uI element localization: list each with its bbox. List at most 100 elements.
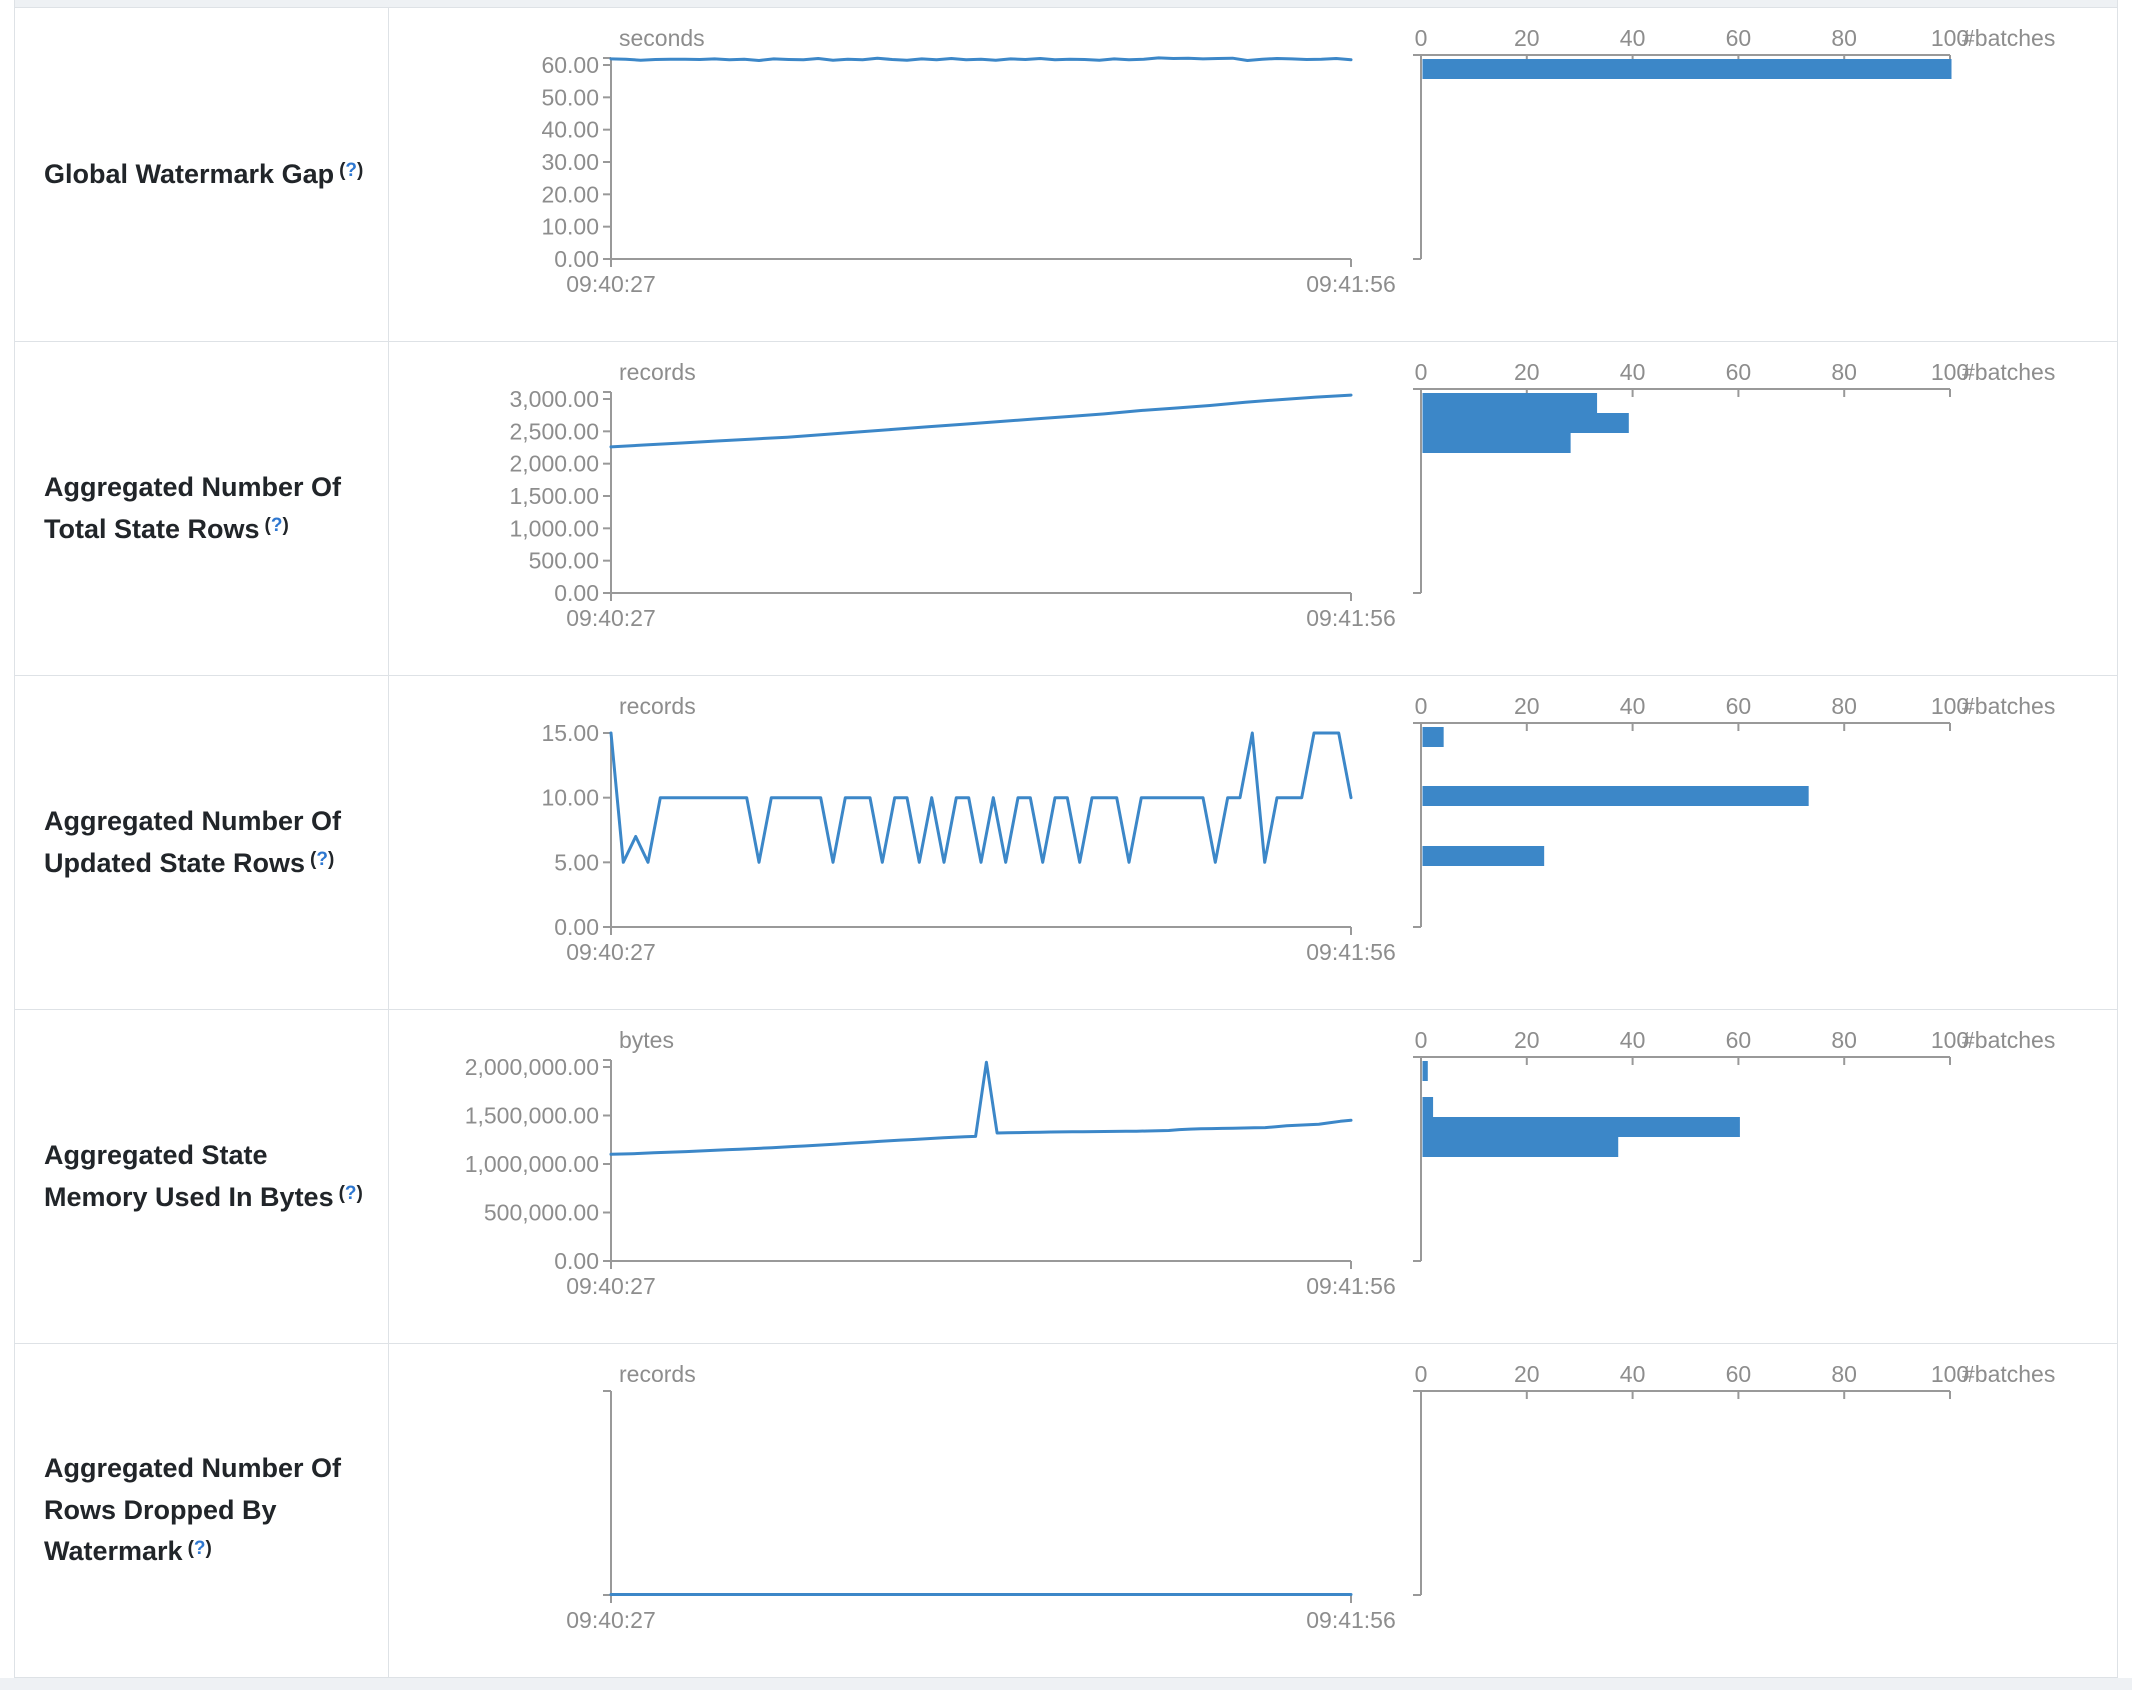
metric-row-rows-dropped-by-watermark: Aggregated Number Of Rows Dropped By Wat…	[15, 1344, 2117, 1677]
metric-row-updated-state-rows: Aggregated Number Of Updated State Rows(…	[15, 676, 2117, 1010]
timeline-and-histogram-chart: records 09:40:27 09:41:56 0 20 40 60 80 100#batc…	[566, 1361, 2055, 1633]
histogram-axis-label: #batches	[1962, 1361, 2055, 1387]
histogram-tick-label: 0	[1415, 693, 1428, 719]
histogram-tick-label: 100	[1931, 359, 1969, 385]
timeline-chart: seconds 60.00 50.00 40.00 30.00 20.00 10.00 0.0…	[541, 25, 1395, 297]
timeline-and-histogram-chart: seconds 60.00 50.00 40.00 30.00 20.00 10.00 0.0…	[541, 25, 2055, 297]
histogram-bar	[1422, 393, 1598, 413]
histogram-tick-label: 60	[1726, 1027, 1752, 1053]
histogram-tick-label: 100	[1931, 693, 1969, 719]
y-tick-label: 10.00	[541, 214, 599, 240]
metric-label-cell: Global Watermark Gap (?)	[15, 8, 389, 341]
histogram-bar	[1422, 413, 1629, 433]
histogram-tick-label: 60	[1726, 1361, 1752, 1387]
help-tooltip-link[interactable]: (?)	[339, 160, 364, 182]
metric-title: Global Watermark Gap	[44, 158, 335, 189]
timeline-data-line	[609, 56, 1353, 62]
y-tick-label: 0.00	[554, 1248, 599, 1274]
histogram-tick-label: 100	[1931, 1361, 1969, 1387]
timeline-data-line	[609, 731, 1353, 864]
histogram-tick-label: 20	[1514, 25, 1540, 51]
metric-label-cell: Aggregated State Memory Used In Bytes (?)	[15, 1010, 389, 1343]
timeline-data-line	[609, 1060, 1353, 1156]
histogram-bar	[1422, 846, 1545, 866]
histogram-tick-label: 80	[1831, 359, 1857, 385]
histogram-tick-label: 40	[1620, 1361, 1646, 1387]
x-end-time-label: 09:41:56	[1306, 1273, 1396, 1299]
histogram-bar	[1422, 1061, 1428, 1081]
y-tick-label: 2,000.00	[509, 451, 599, 477]
help-tooltip-link[interactable]: (?)	[310, 849, 335, 871]
timeline-and-histogram-chart: bytes 2,000,000.00 1,500,000.00 1,000,000.0…	[465, 1027, 2056, 1299]
histogram-tick-label: 0	[1415, 25, 1428, 51]
help-tooltip-link[interactable]: (?)	[338, 1183, 363, 1205]
charts-cell: bytes 2,000,000.00 1,500,000.00 1,000,000.0…	[389, 1010, 2117, 1343]
histogram-tick-label: 80	[1831, 25, 1857, 51]
batches-histogram: 0 20 40 60 80 100#batches	[1413, 359, 2055, 594]
histogram-tick-label: 80	[1831, 1361, 1857, 1387]
help-tooltip-link[interactable]: (?)	[187, 1538, 212, 1560]
question-mark-icon: ?	[316, 849, 328, 871]
y-tick-label: 2,000,000.00	[465, 1054, 599, 1080]
timeline-data-line	[609, 393, 1353, 449]
histogram-tick-label: 80	[1831, 1027, 1857, 1053]
statistics-table: Global Watermark Gap (?) seconds 60.00 50.0…	[14, 8, 2118, 1678]
histogram-bar	[1422, 59, 1952, 79]
timeline-chart: records 3,000.00 2,500.00 2,000.00 1,500.00 1…	[509, 359, 1395, 631]
histogram-tick-label: 20	[1514, 359, 1540, 385]
y-tick-label: 0.00	[554, 580, 599, 606]
histogram-tick-label: 0	[1415, 1361, 1428, 1387]
histogram-bar	[1422, 727, 1444, 747]
batches-histogram: 0 20 40 60 80 100#batches	[1413, 25, 2055, 260]
y-tick-label: 5.00	[554, 849, 599, 875]
histogram-tick-label: 100	[1931, 25, 1969, 51]
histogram-bar	[1422, 1097, 1434, 1117]
timeline-chart: records 09:40:27 09:41:56	[566, 1361, 1396, 1633]
histogram-tick-label: 40	[1620, 359, 1646, 385]
timeline-and-histogram-chart: records 3,000.00 2,500.00 2,000.00 1,500.00 1…	[509, 359, 2055, 631]
timeline-chart: bytes 2,000,000.00 1,500,000.00 1,000,000.0…	[465, 1027, 1396, 1299]
histogram-tick-label: 100	[1931, 1027, 1969, 1053]
y-tick-label: 0.00	[554, 246, 599, 272]
histogram-tick-label: 60	[1726, 693, 1752, 719]
histogram-tick-label: 20	[1514, 1027, 1540, 1053]
histogram-tick-label: 60	[1726, 359, 1752, 385]
x-end-time-label: 09:41:56	[1306, 939, 1396, 965]
x-start-time-label: 09:40:27	[566, 271, 656, 297]
timeline-unit-label: records	[619, 359, 696, 385]
metric-title: Aggregated Number Of Rows Dropped By Wat…	[44, 1452, 342, 1567]
question-mark-icon: ?	[193, 1538, 206, 1560]
metric-row-state-memory-used: Aggregated State Memory Used In Bytes (?)…	[15, 1010, 2117, 1344]
question-mark-icon: ?	[345, 160, 358, 182]
x-start-time-label: 09:40:27	[566, 605, 656, 631]
batches-histogram: 0 20 40 60 80 100#batches	[1413, 693, 2055, 928]
metric-label-cell: Aggregated Number Of Total State Rows (?)	[15, 342, 389, 675]
histogram-tick-label: 40	[1620, 1027, 1646, 1053]
help-tooltip-link[interactable]: (?)	[264, 515, 289, 537]
y-tick-label: 30.00	[541, 149, 599, 175]
histogram-tick-label: 60	[1726, 25, 1752, 51]
histogram-bar	[1422, 433, 1571, 453]
metric-title: Aggregated State Memory Used In Bytes	[44, 1139, 334, 1212]
y-tick-label: 1,500,000.00	[465, 1103, 599, 1129]
charts-cell: seconds 60.00 50.00 40.00 30.00 20.00 10.00 0.0…	[389, 8, 2117, 341]
x-start-time-label: 09:40:27	[566, 1273, 656, 1299]
histogram-bar	[1422, 1117, 1740, 1137]
question-mark-icon: ?	[270, 515, 283, 537]
histogram-tick-label: 40	[1620, 25, 1646, 51]
histogram-axis-label: #batches	[1962, 25, 2055, 51]
histogram-axis-label: #batches	[1962, 1027, 2055, 1053]
y-tick-label: 500.00	[529, 548, 599, 574]
histogram-bar	[1422, 786, 1809, 806]
x-start-time-label: 09:40:27	[566, 1607, 656, 1633]
histogram-axis-label: #batches	[1962, 693, 2055, 719]
batches-histogram: 0 20 40 60 80 100#batches	[1413, 1361, 2055, 1596]
y-tick-label: 3,000.00	[509, 386, 599, 412]
x-end-time-label: 09:41:56	[1306, 1607, 1396, 1633]
metric-label-cell: Aggregated Number Of Updated State Rows(…	[15, 676, 389, 1009]
metric-label-cell: Aggregated Number Of Rows Dropped By Wat…	[15, 1344, 389, 1677]
y-tick-label: 0.00	[554, 914, 599, 940]
